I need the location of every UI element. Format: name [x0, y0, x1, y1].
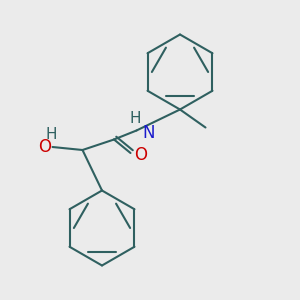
Text: O: O [38, 138, 51, 156]
Text: N: N [142, 124, 155, 142]
Text: O: O [134, 146, 147, 164]
Text: H: H [129, 111, 141, 126]
Text: H: H [45, 127, 57, 142]
